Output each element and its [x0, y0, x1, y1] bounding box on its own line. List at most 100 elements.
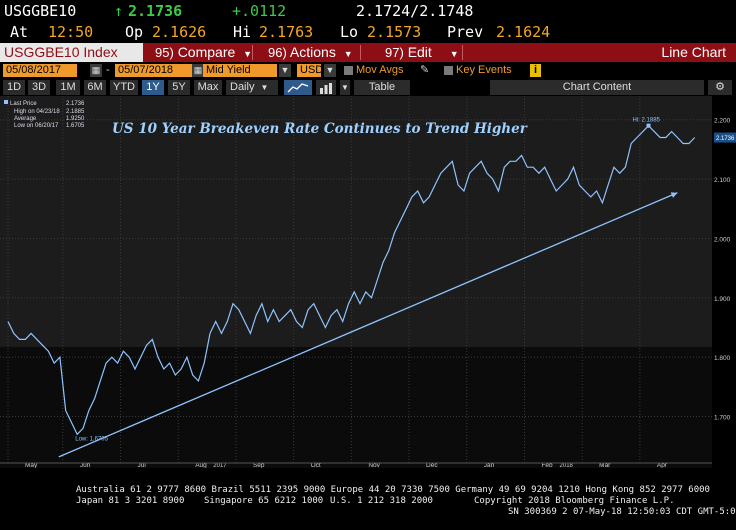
chevron-down-icon[interactable]: ▼	[279, 64, 291, 77]
legend-average-label: Average	[14, 116, 37, 122]
low-annotation: Low: 1.6705	[75, 436, 108, 442]
high-marker	[646, 123, 651, 128]
legend-low-value: 1.6705	[66, 123, 85, 129]
chevron-down-icon[interactable]: ▼	[324, 64, 336, 77]
mov-avgs-checkbox[interactable]	[344, 66, 353, 75]
key-events-label: Key Events	[456, 64, 512, 76]
chevron-down-icon: ▼	[260, 83, 269, 92]
compare-number: 95)	[155, 45, 174, 60]
footer-japan: Japan 81 3 3201 8900	[76, 496, 185, 506]
x-tick-label: Apr	[657, 462, 668, 468]
edit-label: Edit	[407, 44, 432, 60]
range-button-bar: 1D 3D 1M 6M YTD 1Y 5Y Max Daily ▼ ▼ Tabl…	[0, 79, 736, 96]
high-label: Hi	[233, 23, 252, 41]
low-value: 2.1573	[367, 23, 422, 41]
legend-last-label: Last Price	[10, 101, 37, 107]
toolbar-divider	[360, 45, 361, 60]
year-label: 2017	[213, 463, 227, 468]
legend: Last Price 2.1736 High on 04/23/18 2.188…	[4, 100, 85, 129]
open-label: Op	[125, 23, 144, 41]
compare-menu[interactable]: 95) Compare ▼	[155, 43, 252, 62]
edit-menu[interactable]: 97) Edit ▼	[385, 43, 459, 62]
chart-title: US 10 Year Breakeven Rate Continues to T…	[112, 121, 528, 137]
x-tick-label: Jun	[80, 462, 91, 468]
calendar-icon[interactable]: ▦	[192, 64, 204, 77]
end-date-input[interactable]: 05/07/2018	[115, 64, 193, 77]
mov-avgs-label: Mov Avgs	[356, 64, 404, 76]
trend-line	[58, 192, 678, 458]
y-tick-label: 2.100	[714, 177, 731, 184]
net-change: +.0112	[232, 2, 287, 20]
range-1m-button[interactable]: 1M	[56, 80, 80, 95]
function-toolbar: USGGBE10 Index 95) Compare ▼ 96) Actions…	[0, 43, 736, 62]
compare-label: Compare	[177, 44, 236, 60]
y-tick-label: 1.700	[714, 415, 731, 422]
toolbar-divider	[462, 45, 463, 60]
footer-us: U.S. 1 212 318 2000	[330, 496, 433, 506]
x-tick-label: Sep	[253, 462, 265, 468]
field-select[interactable]: Mid Yield	[203, 64, 277, 77]
actions-number: 96)	[268, 45, 287, 60]
pencil-icon[interactable]: ✎	[420, 64, 430, 76]
chevron-down-icon: ▼	[449, 49, 459, 59]
quote-time: 12:50	[48, 23, 94, 41]
range-max-button[interactable]: Max	[194, 80, 222, 95]
date-range-dash: -	[106, 64, 110, 76]
legend-average-value: 1.9250	[66, 116, 85, 122]
range-1d-button[interactable]: 1D	[3, 80, 25, 95]
range-3d-button[interactable]: 3D	[28, 80, 50, 95]
last-price: 2.1736	[128, 2, 183, 20]
range-1y-button[interactable]: 1Y	[142, 80, 164, 95]
chart-settings-row: 05/08/2017 ▦ - 05/07/2018 ▦ Mid Yield ▼ …	[0, 62, 736, 79]
range-6m-button[interactable]: 6M	[84, 80, 106, 95]
bid-ask: 2.1724/2.1748	[356, 2, 474, 20]
legend-high-label: High on 04/23/18	[14, 109, 60, 115]
start-date-input[interactable]: 05/08/2017	[3, 64, 77, 77]
chart-content-button[interactable]: Chart Content	[490, 80, 704, 95]
period-select[interactable]: Daily ▼	[226, 80, 278, 95]
gear-icon[interactable]: ⚙	[708, 80, 732, 95]
x-tick-label: Nov	[368, 462, 380, 468]
line-chart-icon[interactable]	[284, 80, 312, 95]
high-annotation: Hi: 2.1885	[633, 118, 661, 124]
bar-chart-icon[interactable]	[316, 80, 336, 95]
y-tick-label: 1.900	[714, 296, 731, 303]
legend-last-value: 2.1736	[66, 101, 85, 107]
x-tick-label: Mar	[599, 462, 611, 468]
y-tick-label: 2.200	[714, 118, 731, 125]
currency-select[interactable]: USD	[297, 64, 323, 77]
footer-singapore: Singapore 65 6212 1000	[204, 496, 324, 506]
legend-low-label: Low on 06/20/17	[14, 123, 59, 129]
table-button[interactable]: Table	[354, 80, 410, 95]
footer-copyright: Copyright 2018 Bloomberg Finance L.P.	[474, 496, 675, 506]
actions-menu[interactable]: 96) Actions ▼	[268, 43, 353, 62]
x-tick-label: May	[25, 462, 38, 468]
x-tick-label: Dec	[426, 462, 438, 468]
toolbar-divider	[252, 45, 253, 60]
x-tick-label: Jul	[138, 462, 147, 468]
key-events-checkbox[interactable]	[444, 66, 453, 75]
security-title[interactable]: USGGBE10 Index	[0, 43, 143, 62]
range-5y-button[interactable]: 5Y	[168, 80, 190, 95]
low-label: Lo	[340, 23, 359, 41]
footer-session: SN 300369 2 07-May-18 12:50:03 CDT GMT-5…	[508, 507, 736, 517]
x-tick-label: Jan	[484, 462, 495, 468]
info-icon[interactable]: i	[530, 64, 541, 77]
period-label: Daily	[230, 81, 255, 93]
y-tick-label: 1.800	[714, 355, 731, 362]
y-axis-panel	[712, 96, 736, 468]
chevron-down-icon[interactable]: ▼	[340, 80, 350, 95]
calendar-icon[interactable]: ▦	[90, 64, 102, 77]
x-tick-label: Feb	[541, 462, 553, 468]
legend-high-value: 2.1885	[66, 109, 85, 115]
legend-swatch	[4, 100, 8, 104]
at-label: At	[10, 23, 29, 41]
chart-svg[interactable]: Hi: 2.1885 Low: 1.6705 2.1736 2.200 2.100 2.…	[0, 96, 736, 469]
prev-value: 2.1624	[496, 23, 551, 41]
prev-label: Prev	[447, 23, 484, 41]
chart-type-label: Line Chart	[661, 44, 726, 60]
arrow-head-icon	[670, 192, 678, 198]
range-ytd-button[interactable]: YTD	[110, 80, 138, 95]
footer-phone-line: Australia 61 2 9777 8600 Brazil 5511 239…	[76, 485, 710, 495]
high-value: 2.1763	[259, 23, 314, 41]
